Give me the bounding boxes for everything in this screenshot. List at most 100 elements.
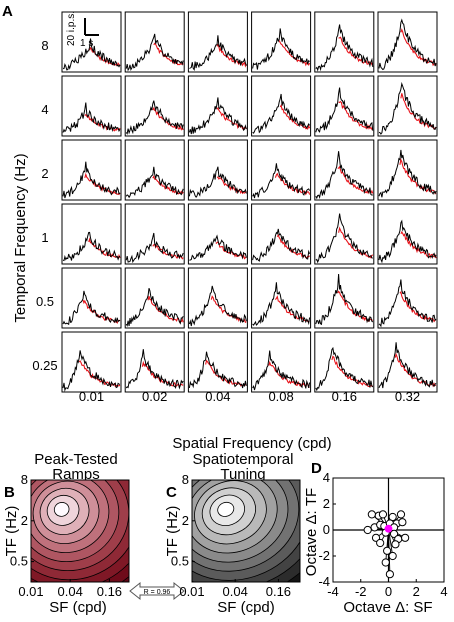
psth-predicted-line [400, 93, 437, 130]
psth-frame [124, 331, 185, 393]
y-tick-label: 2 [182, 513, 189, 528]
double-arrow-icon [129, 581, 185, 601]
psth-panel [377, 267, 438, 329]
row-label-tf: 8 [41, 38, 48, 53]
psth-predicted-line [84, 113, 121, 132]
row-label-tf: 4 [41, 102, 48, 117]
y-tick-label: 0.5 [171, 554, 189, 569]
psth-panel [251, 139, 312, 201]
psth-measured-line [315, 346, 374, 392]
data-point [388, 551, 397, 561]
psth-measured-line [62, 38, 121, 71]
x-tick-label: 0.16 [97, 584, 122, 599]
panel-c-title-line2: Tuning [220, 466, 265, 483]
psth-predicted-line [153, 42, 184, 66]
col-label-sf: 0.02 [142, 389, 167, 404]
panel-b-ylabel: TF (Hz) [3, 506, 20, 557]
psth-panel [61, 203, 122, 265]
x-tick-label: 0.04 [58, 584, 83, 599]
psth-predicted-line [274, 172, 311, 196]
data-point [401, 533, 410, 542]
psth-measured-line [188, 351, 247, 389]
x-tick-label: -4 [327, 584, 339, 599]
psth-panel [187, 11, 248, 73]
y-tick-label: -4 [318, 574, 330, 589]
y-tick-label: 4 [323, 470, 330, 485]
psth-panel [314, 267, 375, 329]
psth-measured-line [62, 290, 121, 326]
psth-panel [251, 267, 312, 329]
data-point [389, 529, 399, 539]
psth-measured-line [125, 288, 184, 327]
psth-predicted-line [338, 226, 374, 259]
psth-measured-line [62, 350, 121, 392]
panel-a-grid: 8 4 2 1 0.5 0.25 0.01 0.02 0.04 0.08 0.16 0.32 [32, 11, 438, 404]
x-tick-label: 0.04 [223, 584, 248, 599]
psth-panel [61, 75, 122, 137]
col-label-sf: 0.01 [79, 389, 104, 404]
panel-d-letter: D [311, 460, 322, 477]
panel-b-title-line1: Peak-Tested [34, 451, 117, 468]
x-tick-label: 0 [385, 584, 392, 599]
psth-predicted-line [278, 40, 311, 67]
panel-b-title-line2: Ramps [52, 466, 100, 483]
psth-panel [61, 331, 122, 393]
data-point [363, 525, 372, 535]
psth-measured-line [378, 219, 437, 264]
psth-predicted-line [84, 172, 121, 196]
data-point [376, 538, 385, 548]
psth-measured-line [125, 349, 184, 390]
heatmap-frame [30, 479, 130, 583]
psth-panel [377, 75, 438, 137]
psth-panel [314, 75, 375, 137]
data-point [391, 540, 400, 549]
panel-d-ylabel: Octave Δ: TF [303, 488, 320, 576]
psth-panel [61, 11, 122, 73]
panel-c-ylabel: TF (Hz) [164, 506, 181, 557]
psth-measured-line [252, 350, 311, 391]
psth-panel [124, 139, 185, 201]
psth-panel [61, 267, 122, 329]
psth-panel [377, 139, 438, 201]
data-point [367, 510, 376, 519]
data-point [378, 510, 388, 519]
psth-predicted-line [279, 104, 311, 130]
psth-measured-line [62, 161, 121, 199]
psth-measured-line [315, 273, 374, 326]
psth-measured-line [315, 151, 373, 200]
row-label-tf: 0.5 [36, 294, 54, 309]
psth-predicted-line [337, 165, 374, 195]
panel-c-heatmap: 0.01 0.04 0.16 8 2 0.5 [171, 472, 301, 599]
psth-panel [314, 139, 375, 201]
row-label-tf: 1 [41, 230, 48, 245]
mean-point [384, 524, 393, 533]
correlation-arrow: R = 0.96 [129, 581, 185, 601]
psth-predicted-line [274, 295, 310, 323]
psth-panel [187, 203, 248, 265]
scale-bar-y-text: 20 i.p.s. [66, 11, 77, 46]
psth-panel [251, 11, 312, 73]
psth-panel [314, 331, 375, 393]
y-tick-label: 2 [21, 513, 28, 528]
psth-measured-line [252, 282, 311, 326]
data-point [383, 546, 392, 555]
panel-a-letter: A [2, 3, 13, 20]
psth-measured-line [188, 285, 247, 327]
data-point [381, 558, 390, 567]
psth-panel [377, 331, 438, 393]
scale-bar: 20 i.p.s. 1 s [66, 11, 99, 49]
col-label-sf: 0.32 [395, 389, 420, 404]
heatmap-frame [191, 479, 301, 583]
data-point [396, 510, 406, 519]
panel-c-xlabel: SF (cpd) [217, 599, 275, 616]
psth-panel [61, 139, 122, 201]
x-tick-label: 0.01 [18, 584, 43, 599]
psth-measured-line [252, 93, 311, 134]
x-tick-label: 2 [413, 584, 420, 599]
y-tick-label: -2 [318, 548, 330, 563]
psth-frame [314, 11, 375, 73]
psth-measured-line [189, 35, 247, 72]
psth-measured-line [125, 166, 184, 199]
panel-b-xlabel: SF (cpd) [49, 599, 107, 616]
